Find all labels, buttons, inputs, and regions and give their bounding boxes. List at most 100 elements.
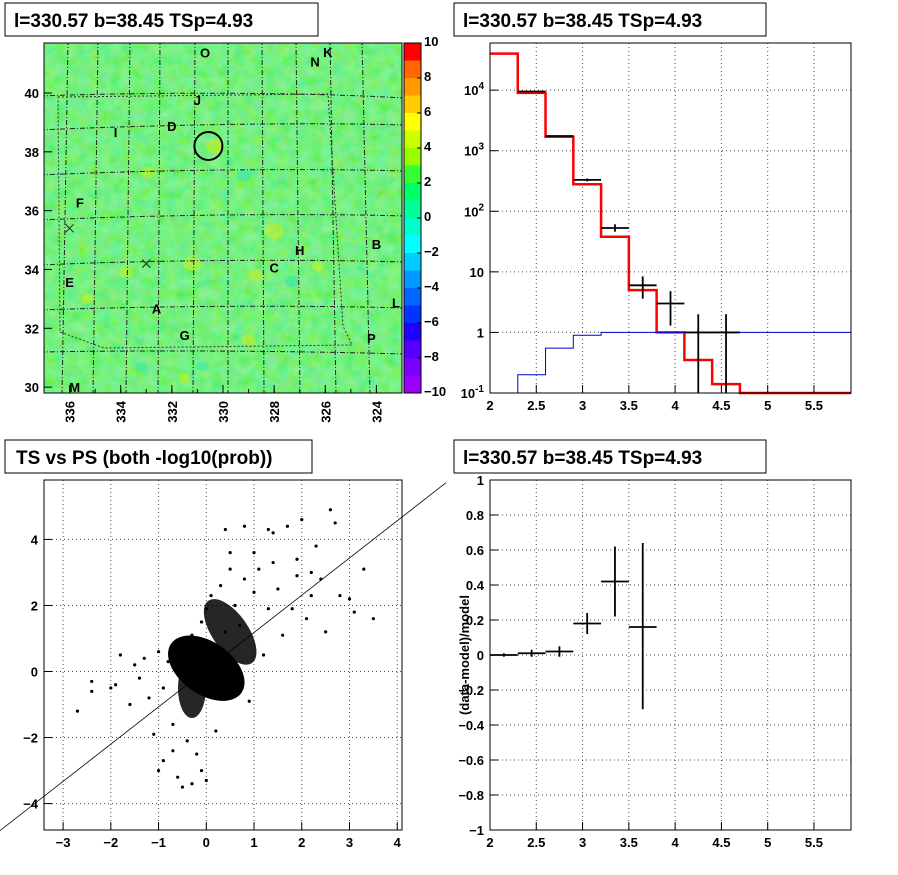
map-title-box xyxy=(4,2,319,37)
source-label-p: P xyxy=(367,331,376,346)
map-y-tick-label: 34 xyxy=(25,262,40,277)
scatter-point xyxy=(114,683,118,687)
scatter-point xyxy=(204,778,208,783)
colorbar-tick-label: −6 xyxy=(424,314,439,329)
scatter-point xyxy=(147,696,151,700)
map-grid-latitude xyxy=(44,123,402,131)
scatter-point xyxy=(128,702,132,707)
colorbar-swatch xyxy=(404,43,421,61)
colorbar-swatch xyxy=(404,200,421,219)
source-label-n: N xyxy=(310,55,319,70)
scatter-point xyxy=(219,584,223,588)
scatter-point xyxy=(156,650,161,654)
source-label-g: G xyxy=(180,328,190,343)
scatter-point xyxy=(295,557,299,561)
scatter-y-tick-label: 2 xyxy=(31,598,38,613)
cool-spot xyxy=(196,361,209,372)
scatter-point xyxy=(75,709,80,713)
scatter-x-tick-label: 4 xyxy=(394,835,402,850)
source-label-h: H xyxy=(295,243,304,258)
map-y-tick-label: 32 xyxy=(25,321,39,336)
target-source-circle xyxy=(193,130,224,161)
spectrum-panel: l=330.57 b=38.45 TSp=4.93 2 2.5 3 3.5 4 4.5 5 5… xyxy=(453,2,852,413)
scatter-point xyxy=(238,623,242,627)
map-grid-latitude xyxy=(44,305,402,311)
spectrum-frame xyxy=(489,42,852,394)
scatter-point xyxy=(142,656,146,660)
scatter-point xyxy=(223,630,227,634)
scatter-point xyxy=(281,633,285,637)
residual-y-axis-label: (data-model)/model xyxy=(457,595,472,715)
residual-y-tick-label: 0.8 xyxy=(466,508,484,523)
residual-y-tick-label: −1 xyxy=(469,823,484,838)
warm-spot xyxy=(118,266,133,279)
map-x-axis: 336 334 332 330 328 326 324 xyxy=(43,385,403,423)
source-label-i: I xyxy=(114,125,118,140)
scatter-point xyxy=(214,729,218,733)
scatter-frame xyxy=(43,479,403,831)
scatter-point xyxy=(242,524,247,528)
scatter-y-tick-label: 0 xyxy=(31,665,38,680)
colorbar-tick-label: 4 xyxy=(424,139,432,154)
colorbar-swatch xyxy=(404,165,421,184)
map-x-tick-label: 334 xyxy=(114,400,129,422)
map-grid-latitude xyxy=(44,350,402,355)
scatter-point xyxy=(228,567,232,571)
scatter-point xyxy=(266,527,270,532)
scatter-point xyxy=(338,593,342,598)
scatter-panel: TS vs PS (both -log10(prob)) −3 −2 −1 0 1 2 3 4… xyxy=(0,439,447,850)
spectrum-x-tick-label: 2 xyxy=(486,398,493,413)
warm-spot xyxy=(81,294,94,304)
source-label-d: D xyxy=(167,119,176,134)
residual-y-tick-label: 0.2 xyxy=(466,613,484,628)
colorbar-tick-label: 0 xyxy=(424,209,431,224)
scatter-point xyxy=(171,722,175,726)
warm-spot xyxy=(248,268,265,282)
scatter-point xyxy=(304,617,309,621)
colorbar-swatch xyxy=(404,235,421,254)
source-label-o: O xyxy=(200,46,210,61)
spectrum-x-tick-label: 5 xyxy=(764,398,771,413)
spectrum-x-tick-label: 5.5 xyxy=(805,398,823,413)
scatter-point xyxy=(242,577,247,581)
source-label-b: B xyxy=(372,237,381,252)
warm-spot xyxy=(183,256,202,271)
colorbar-swatch xyxy=(404,130,421,149)
scatter-point xyxy=(252,551,256,555)
scatter-point xyxy=(180,646,185,650)
map-grid-overlay xyxy=(44,43,402,393)
scatter-point xyxy=(190,782,194,786)
scatter-point xyxy=(166,660,170,664)
colorbar-swatch xyxy=(404,183,421,201)
colorbar-tick-label: 2 xyxy=(424,174,431,189)
scatter-y-tick-label: −4 xyxy=(23,797,39,812)
colorbar-tick-label: −2 xyxy=(424,244,439,259)
scatter-point xyxy=(266,607,270,611)
scatter-point xyxy=(295,574,299,578)
residual-y-tick-label: 0.4 xyxy=(466,578,485,593)
scatter-x-tick-label: 3 xyxy=(346,835,353,850)
warm-spot xyxy=(241,334,256,346)
scatter-dense-core xyxy=(203,599,257,665)
map-grid-latitude xyxy=(44,259,402,266)
spectrum-x-tick-label: 3 xyxy=(579,398,586,413)
map-title: l=330.57 b=38.45 TSp=4.93 xyxy=(14,11,253,32)
residual-y-tick-label: −0.6 xyxy=(458,753,484,768)
residual-y-tick-label: 0.6 xyxy=(466,543,484,558)
scatter-x-tick-label: 2 xyxy=(298,835,305,850)
residual-y-tick-label: 0 xyxy=(477,648,484,663)
map-x-tick-label: 330 xyxy=(216,401,231,423)
map-grid-latitude xyxy=(44,169,402,176)
source-label-a: A xyxy=(152,302,162,317)
colorbar-swatch xyxy=(404,270,421,289)
scatter-point xyxy=(190,633,194,637)
colorbar-swatch xyxy=(404,253,421,271)
scatter-point xyxy=(252,590,256,594)
scatter-point xyxy=(347,597,352,601)
scatter-point xyxy=(176,775,180,779)
source-label-j: J xyxy=(194,93,201,108)
scatter-point xyxy=(180,785,185,789)
colorbar-swatch xyxy=(404,148,421,166)
spectrum-x-tick-label: 3.5 xyxy=(620,398,638,413)
colorbar-swatch xyxy=(404,323,421,341)
